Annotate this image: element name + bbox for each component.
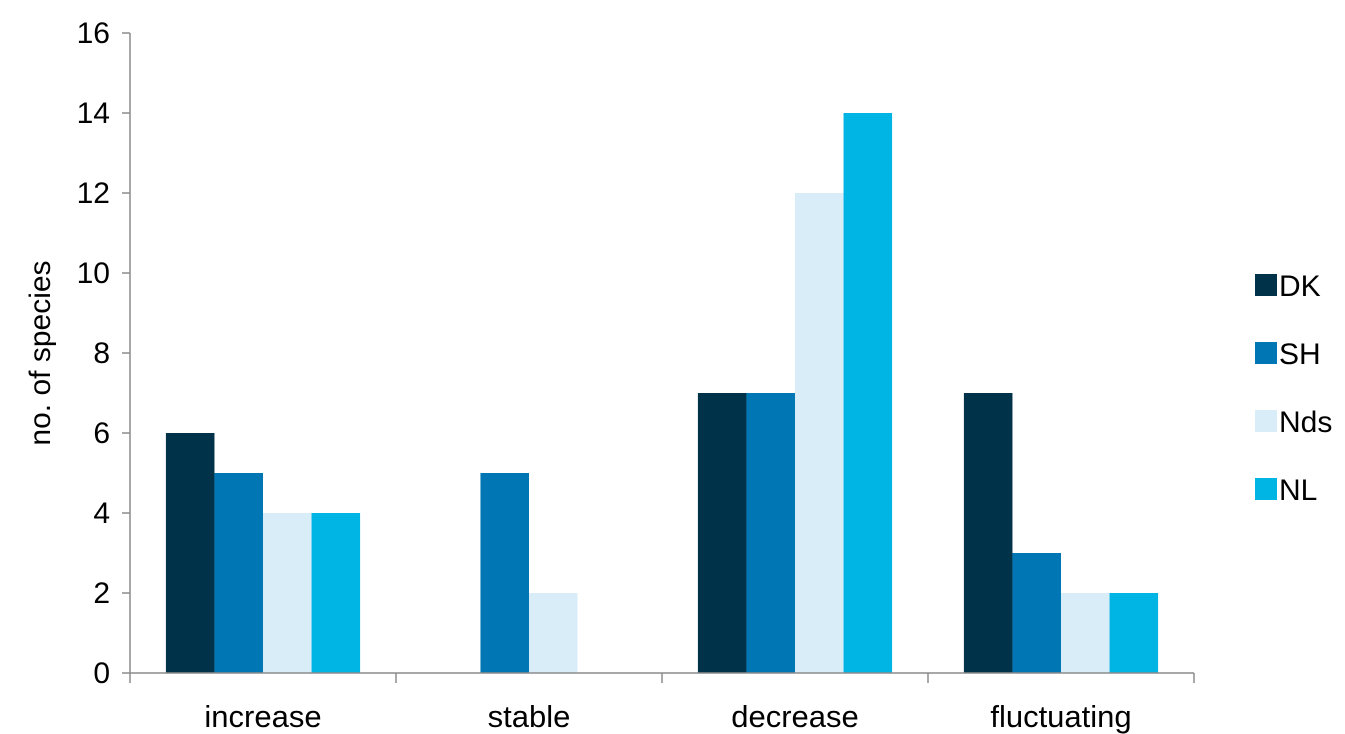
bar-nl-fluctuating bbox=[1109, 593, 1159, 673]
y-tick-label: 2 bbox=[93, 577, 110, 610]
y-tick-label: 4 bbox=[93, 497, 110, 530]
legend-label-nl: NL bbox=[1279, 474, 1317, 507]
y-axis-title: no. of species bbox=[24, 260, 57, 445]
legend-label-nds: Nds bbox=[1279, 406, 1332, 439]
x-category-label: stable bbox=[488, 699, 571, 734]
y-tick-label: 10 bbox=[77, 257, 110, 290]
y-tick-label: 16 bbox=[77, 17, 110, 50]
bar-sh-fluctuating bbox=[1012, 553, 1061, 673]
y-tick-label: 6 bbox=[93, 417, 110, 450]
x-category-label: decrease bbox=[731, 699, 859, 734]
legend-label-sh: SH bbox=[1279, 338, 1321, 371]
bar-dk-fluctuating bbox=[963, 393, 1013, 673]
y-axis: 0 2 4 6 8 10 12 14 16 bbox=[77, 17, 131, 690]
bar-sh-decrease bbox=[746, 393, 795, 673]
bar-nds-stable bbox=[529, 593, 578, 673]
legend-swatch-dk bbox=[1255, 274, 1277, 296]
bar-sh-stable bbox=[480, 473, 529, 673]
bar-sh-increase bbox=[214, 473, 263, 673]
y-tick-label: 14 bbox=[77, 97, 110, 130]
bar-dk-increase bbox=[165, 433, 215, 673]
x-category-label: increase bbox=[204, 699, 321, 734]
legend-label-dk: DK bbox=[1279, 270, 1321, 303]
legend-swatch-sh bbox=[1255, 342, 1277, 364]
y-tick-label: 8 bbox=[93, 337, 110, 370]
bar-nds-decrease bbox=[795, 193, 844, 673]
x-category-label: fluctuating bbox=[990, 699, 1131, 734]
legend: DK SH Nds NL bbox=[1255, 270, 1332, 507]
legend-swatch-nds bbox=[1255, 410, 1277, 432]
y-tick-label: 0 bbox=[93, 657, 110, 690]
bar-dk-decrease bbox=[697, 393, 747, 673]
legend-swatch-nl bbox=[1255, 478, 1277, 500]
x-axis: increase stable decrease fluctuating bbox=[129, 672, 1195, 734]
y-tick-label: 12 bbox=[77, 177, 110, 210]
bar-nds-fluctuating bbox=[1061, 593, 1110, 673]
bar-nds-increase bbox=[263, 513, 312, 673]
plot-area bbox=[165, 113, 1159, 673]
bar-nl-increase bbox=[311, 513, 361, 673]
bar-nl-decrease bbox=[843, 113, 893, 673]
